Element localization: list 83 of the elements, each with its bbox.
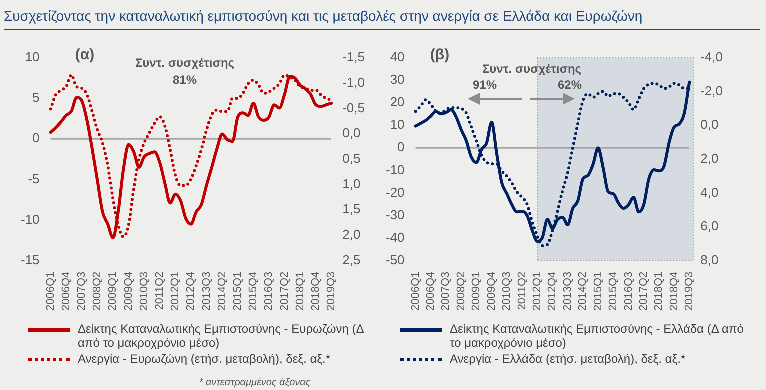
x-tick-label: 2006Q4 — [425, 272, 438, 312]
y2-tick-label: -4,0 — [700, 50, 724, 65]
y-tick-label: -15 — [20, 252, 40, 268]
x-tick-label: 2009Q4 — [486, 272, 498, 312]
x-tick-label: 2015Q1 — [592, 272, 604, 312]
y-tick-label: -40 — [386, 230, 405, 245]
y-tick-label: -10 — [386, 162, 405, 178]
y2-tick-label: 1,0 — [342, 176, 361, 192]
x-tick-label: 2007Q3 — [440, 272, 452, 312]
y2-tick-label: -2,0 — [700, 83, 724, 98]
y-tick-label: 0 — [398, 140, 405, 155]
x-tick-label: 2016Q3 — [622, 272, 635, 312]
x-tick-label: 2016Q3 — [263, 272, 276, 312]
y2-tick-label: -1,0 — [342, 74, 366, 90]
y2-tick-label: 0,0 — [342, 126, 361, 141]
x-tick-label: 2019Q3 — [684, 272, 696, 312]
legend-label: Δείκτης Καταναλωτικής Εμπιστοσύνης - Ευρωζώνη (Δ από το μακροχρόνιο μέσο) — [78, 322, 365, 350]
annotation: Συντ. συσχέτισης — [482, 62, 582, 76]
x-tick-label: 2009Q1 — [107, 272, 120, 312]
y2-tick-label: 0,0 — [700, 117, 719, 132]
y-tick-label: -5 — [28, 171, 40, 186]
x-tick-label: 2012Q1 — [532, 272, 544, 312]
y-tick-label: 20 — [390, 94, 405, 110]
x-tick-label: 2010Q3 — [138, 272, 150, 312]
y2-tick-label: -0,5 — [342, 100, 366, 116]
x-tick-label: 2006Q1 — [410, 272, 422, 312]
y-tick-label: 0 — [32, 130, 40, 146]
text: * αντεστραμμένος άξονας — [199, 378, 311, 388]
y-tick-label: -50 — [386, 252, 405, 268]
y-tick-label: -10 — [20, 212, 40, 227]
y2-tick-label: 2,0 — [700, 151, 719, 166]
x-tick-label: 2013Q3 — [562, 272, 574, 312]
legend-label: Ανεργία - Ελλάδα (ετήσ. μεταβολή), δεξ. αξ.* — [450, 352, 686, 366]
legend-label: Δείκτης Καταναλωτικής Εμπιστοσύνης - Ελλάδα (Δ από το μακροχρόνιο μέσο) — [450, 322, 745, 350]
x-tick-label: 2015Q4 — [608, 272, 620, 312]
x-tick-label: 2011Q2 — [516, 272, 528, 310]
x-tick-label: 2014Q2 — [577, 272, 590, 312]
y-tick-label: 40 — [390, 50, 405, 65]
x-tick-label: 2015Q1 — [232, 272, 244, 312]
annotation: 62% — [558, 78, 582, 92]
chart-title: Συσχετίζοντας την καταναλωτική εμπιστοσύνη και τις μεταβολές στην ανεργία σε Ελλάδα και Ευρωζώνη — [4, 8, 760, 30]
x-tick-label: 2013Q3 — [200, 272, 213, 312]
y2-tick-label: 1,5 — [342, 202, 361, 217]
annotation: 91% — [472, 78, 498, 92]
x-tick-label: 2019Q3 — [326, 272, 338, 312]
x-tick-label: 2008Q2 — [455, 272, 468, 312]
y2-tick-label: -1,5 — [342, 50, 366, 65]
x-tick-label: 2006Q1 — [44, 272, 57, 312]
x-tick-label: 2018Q4 — [668, 272, 680, 312]
x-tick-label: 2008Q2 — [92, 272, 104, 312]
y-tick-label: 5 — [32, 90, 40, 106]
y-tick-label: -30 — [386, 207, 405, 222]
x-tick-label: 2009Q4 — [122, 272, 135, 312]
x-tick-label: 2007Q3 — [76, 272, 88, 312]
annotation: (α) — [75, 46, 95, 64]
x-tick-label: 2018Q4 — [310, 272, 322, 312]
y-tick-label: 10 — [25, 50, 40, 65]
y2-tick-label: 0,5 — [342, 151, 361, 166]
x-tick-label: 2006Q4 — [60, 272, 72, 312]
x-tick-label: 2017Q2 — [278, 272, 291, 312]
y2-tick-label: 4,0 — [700, 184, 719, 200]
x-tick-label: 2018Q1 — [294, 272, 306, 312]
x-tick-label: 2009Q1 — [470, 272, 483, 312]
x-tick-label: 2017Q2 — [638, 272, 650, 312]
y2-tick-label: 6,0 — [700, 218, 719, 234]
x-tick-label: 2015Q4 — [248, 272, 260, 312]
x-tick-label: 2012Q4 — [185, 272, 198, 312]
x-tick-label: 2010Q3 — [501, 272, 514, 312]
y2-tick-label: 2,0 — [342, 227, 361, 242]
annotation: (β) — [430, 46, 450, 64]
legend-label: Ανεργία - Ευρωζώνη (ετήσ. μεταβολή), δεξ. αξ.* — [78, 352, 331, 366]
annotation: Συντ. συσχέτισης — [135, 56, 235, 70]
x-tick-label: 2014Q2 — [216, 272, 228, 312]
y-tick-label: -20 — [386, 184, 405, 200]
y-tick-label: 10 — [390, 117, 405, 132]
annotation: 81% — [172, 73, 198, 87]
y2-tick-label: 2,5 — [342, 252, 361, 268]
x-tick-label: 2011Q2 — [154, 272, 166, 310]
y2-tick-label: 8,0 — [700, 252, 719, 268]
x-tick-label: 2012Q1 — [170, 272, 182, 312]
x-tick-label: 2012Q4 — [546, 272, 559, 312]
x-tick-label: 2018Q1 — [653, 272, 666, 312]
y-tick-label: 30 — [390, 72, 405, 88]
